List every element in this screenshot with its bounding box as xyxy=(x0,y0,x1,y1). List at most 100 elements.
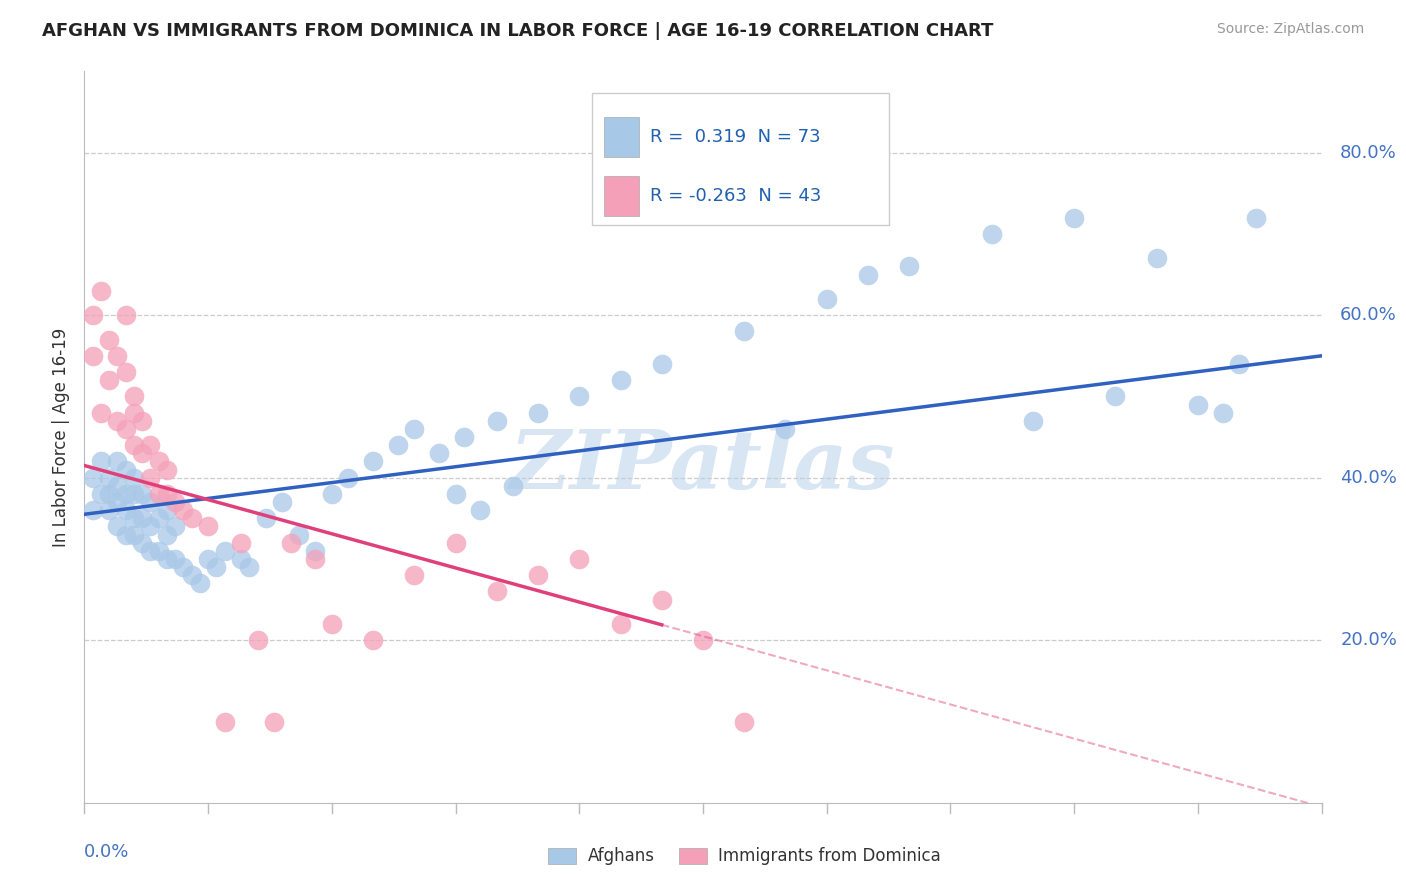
Point xyxy=(815,292,838,306)
Point xyxy=(98,333,121,347)
Point xyxy=(148,544,170,558)
Point xyxy=(156,487,179,501)
Point xyxy=(82,471,104,485)
Point xyxy=(404,568,426,582)
Point xyxy=(131,487,153,501)
Point xyxy=(502,479,524,493)
Text: 60.0%: 60.0% xyxy=(1340,306,1398,324)
Point xyxy=(980,227,1002,241)
Point xyxy=(98,487,121,501)
Point xyxy=(733,714,755,729)
Point xyxy=(90,487,112,501)
Point xyxy=(361,454,384,468)
Point xyxy=(114,462,136,476)
Point xyxy=(82,308,104,322)
Point xyxy=(98,471,121,485)
Point xyxy=(122,406,145,420)
Point xyxy=(387,438,409,452)
Point xyxy=(453,430,475,444)
Point xyxy=(105,349,128,363)
Point xyxy=(692,633,714,648)
Point xyxy=(90,454,112,468)
Point xyxy=(105,414,128,428)
Point xyxy=(114,503,136,517)
Point xyxy=(122,471,145,485)
Point xyxy=(131,446,153,460)
Point xyxy=(156,527,179,541)
Point xyxy=(180,568,202,582)
Point xyxy=(148,487,170,501)
Point xyxy=(775,422,797,436)
Point xyxy=(1022,414,1045,428)
Point xyxy=(114,365,136,379)
Point xyxy=(485,414,508,428)
Point xyxy=(1187,398,1209,412)
Point xyxy=(197,519,219,533)
Point xyxy=(238,560,260,574)
Point xyxy=(188,576,211,591)
Point xyxy=(527,568,550,582)
Point xyxy=(321,487,343,501)
Point xyxy=(651,357,673,371)
Point xyxy=(214,714,236,729)
Point xyxy=(139,438,162,452)
Point xyxy=(444,535,467,549)
Point xyxy=(214,544,236,558)
Point xyxy=(568,552,591,566)
Point xyxy=(197,552,219,566)
Point xyxy=(114,422,136,436)
Point xyxy=(122,487,145,501)
Point xyxy=(122,511,145,525)
Point xyxy=(148,454,170,468)
Text: AFGHAN VS IMMIGRANTS FROM DOMINICA IN LABOR FORCE | AGE 16-19 CORRELATION CHART: AFGHAN VS IMMIGRANTS FROM DOMINICA IN LA… xyxy=(42,22,994,40)
FancyBboxPatch shape xyxy=(592,94,889,225)
Point xyxy=(156,462,179,476)
Point xyxy=(898,260,921,274)
Point xyxy=(165,495,187,509)
Point xyxy=(122,527,145,541)
Text: ZIPatlas: ZIPatlas xyxy=(510,426,896,507)
Point xyxy=(156,503,179,517)
Point xyxy=(229,552,252,566)
Point xyxy=(98,503,121,517)
Point xyxy=(131,414,153,428)
Text: 80.0%: 80.0% xyxy=(1340,144,1398,161)
Point xyxy=(122,438,145,452)
Text: 0.0%: 0.0% xyxy=(84,843,129,861)
Point xyxy=(280,535,302,549)
Point xyxy=(404,422,426,436)
Point xyxy=(165,552,187,566)
Point xyxy=(156,552,179,566)
Point xyxy=(856,268,879,282)
Point xyxy=(82,349,104,363)
Point xyxy=(1146,252,1168,266)
Text: 20.0%: 20.0% xyxy=(1340,632,1398,649)
Point xyxy=(1104,389,1126,403)
Point xyxy=(131,535,153,549)
Point xyxy=(172,503,194,517)
Point xyxy=(470,503,492,517)
Point xyxy=(361,633,384,648)
Text: R = -0.263  N = 43: R = -0.263 N = 43 xyxy=(650,186,821,204)
Point xyxy=(288,527,311,541)
Point xyxy=(337,471,360,485)
Point xyxy=(205,560,228,574)
Point xyxy=(105,479,128,493)
Text: Source: ZipAtlas.com: Source: ZipAtlas.com xyxy=(1216,22,1364,37)
Point xyxy=(172,560,194,574)
Point xyxy=(148,511,170,525)
Point xyxy=(609,373,631,387)
Point xyxy=(105,495,128,509)
Y-axis label: In Labor Force | Age 16-19: In Labor Force | Age 16-19 xyxy=(52,327,70,547)
Point xyxy=(90,284,112,298)
Point xyxy=(304,552,326,566)
Point xyxy=(122,389,145,403)
Point xyxy=(1063,211,1085,225)
Point xyxy=(139,495,162,509)
Text: 40.0%: 40.0% xyxy=(1340,468,1398,487)
Point xyxy=(271,495,294,509)
Point xyxy=(98,373,121,387)
Point xyxy=(254,511,277,525)
Point xyxy=(609,617,631,632)
Point xyxy=(82,503,104,517)
